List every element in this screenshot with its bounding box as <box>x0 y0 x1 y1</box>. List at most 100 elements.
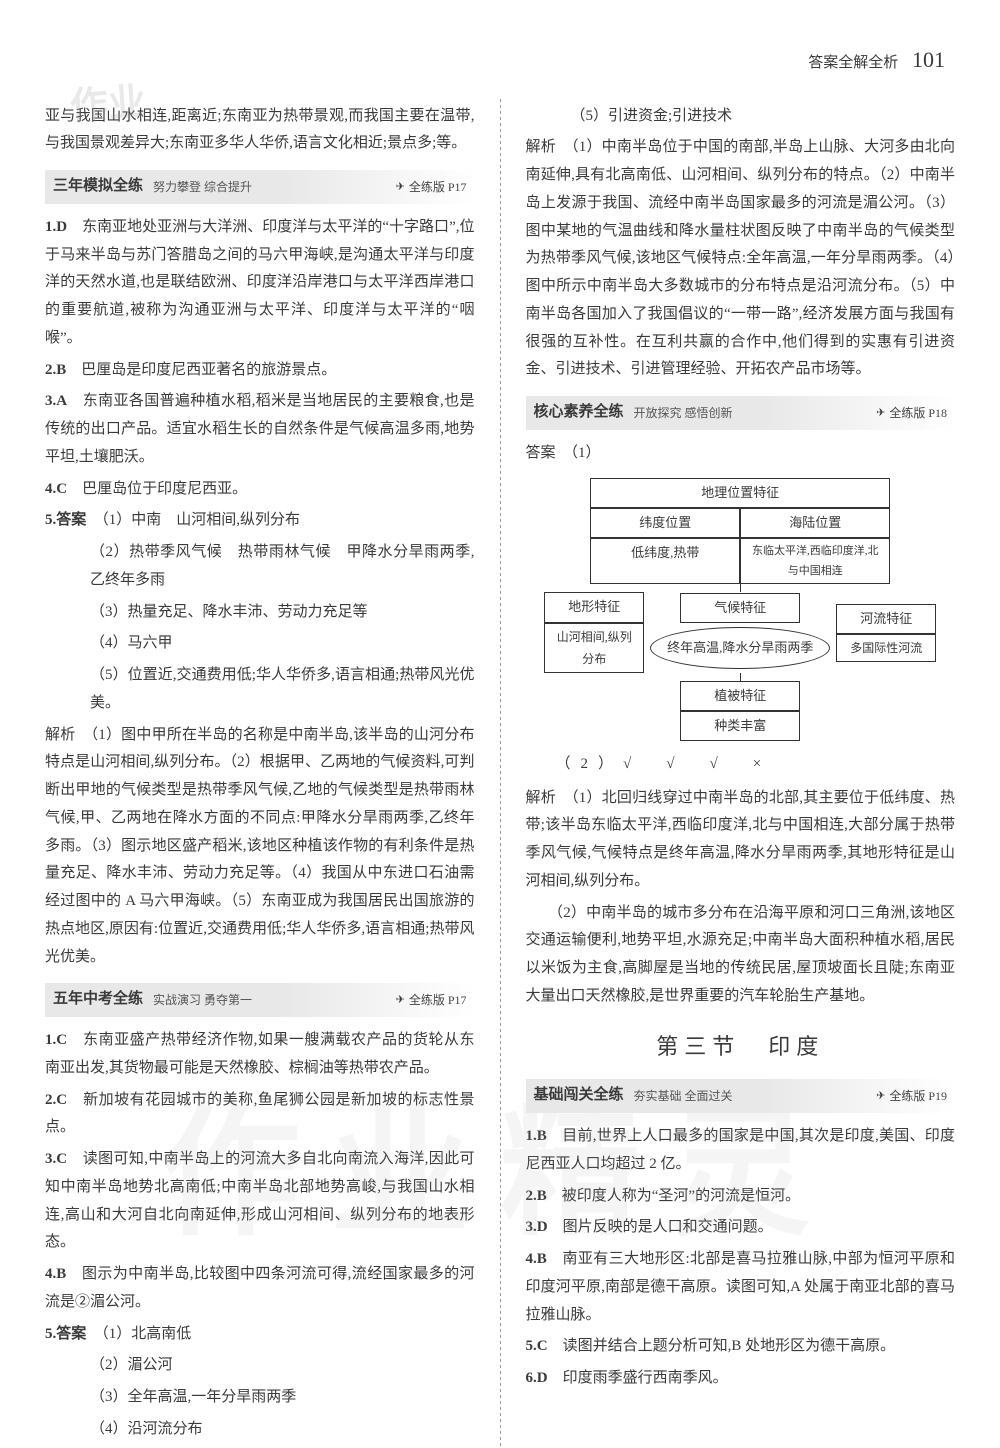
i3: 3.D 图片反映的是人口和交通问题。 <box>526 1214 956 1242</box>
page-number: 101 <box>912 47 945 72</box>
diag-r2b: 东临太平洋,西临印度洋,北与中国相连 <box>740 538 890 585</box>
sec1-title: 三年模拟全练 <box>53 173 143 201</box>
left-column: 亚与我国山水相连,距离近;东南亚为热带景观,而我国主要在温带,与我国景观差异大;… <box>45 99 475 1448</box>
c3-num: 3.C <box>45 1151 67 1167</box>
q3-text: 东南亚各国普遍种植水稻,稻米是当地居民的主要粮食,也是传统的出口产品。适宜水稻生… <box>45 393 475 465</box>
header-title: 答案全解全析 <box>808 55 898 71</box>
sec4-sub: 夯实基础 全面过关 <box>634 1085 877 1107</box>
i5-num: 5.C <box>526 1338 548 1354</box>
diag-r1a: 纬度位置 <box>590 508 740 538</box>
column-divider <box>500 99 501 1448</box>
sec3-title: 核心素养全练 <box>534 399 624 427</box>
q1-text: 东南亚地处亚洲与大洋洲、印度洋与太平洋的“十字路口”,位于马来半岛与苏门答腊岛之… <box>45 219 475 346</box>
vline <box>740 584 741 592</box>
diag-r2a: 低纬度,热带 <box>590 538 740 585</box>
diag-lb: 山河相间,纵列分布 <box>544 623 644 673</box>
jiexi-c5: 解析 （1）中南半岛位于中国的南部,半岛上山脉、大河多由北向南延伸,具有北高南低… <box>526 134 956 384</box>
i5-text: 读图并结合上题分析可知,B 处地形区为德干高原。 <box>548 1338 896 1354</box>
diag-right-group: 河流特征 多国际性河流 <box>836 604 936 662</box>
q3: 3.A 东南亚各国普遍种植水稻,稻米是当地居民的主要粮食,也是传统的出口产品。适… <box>45 388 475 471</box>
q2-num: 2.B <box>45 362 66 378</box>
jiexi-hx2: （2）中南半岛的城市多分布在沿海平原和河口三角洲,该地区交通运输便利,地势平坦,… <box>526 900 956 1011</box>
q4-num: 4.C <box>45 481 67 497</box>
page-header: 答案全解全析 101 <box>45 40 955 81</box>
sec2-ref: 全练版 P17 <box>409 989 467 1011</box>
q4: 4.C 巴厘岛位于印度尼西亚。 <box>45 476 475 504</box>
sec3-ref: 全练版 P18 <box>889 402 947 424</box>
section-bar-2: 五年中考全练 实战演习 勇夺第一 ✈ 全练版 P17 <box>45 983 475 1017</box>
c5-a4: （4）沿河流分布 <box>45 1416 475 1444</box>
c5-a5: （5）引进资金;引进技术 <box>526 103 956 131</box>
i5: 5.C 读图并结合上题分析可知,B 处地形区为德干高原。 <box>526 1333 956 1361</box>
diag-ra: 河流特征 <box>836 604 936 634</box>
sec2-title: 五年中考全练 <box>53 986 143 1014</box>
diag-bot2: 种类丰富 <box>680 711 800 741</box>
q5-a3: （3）热量充足、降水丰沛、劳动力充足等 <box>45 599 475 627</box>
diag-center: 气候特征 终年高温,降水分旱雨两季 <box>650 593 830 673</box>
section-bar-1: 三年模拟全练 努力攀登 综合提升 ✈ 全练版 P17 <box>45 170 475 204</box>
sec1-ref: 全练版 P17 <box>409 176 467 198</box>
i4-num: 4.B <box>526 1251 547 1267</box>
plane-icon: ✈ <box>396 990 405 1010</box>
c4: 4.B 图示为中南半岛,比较图中四条河流可得,流经国家最多的河流是②湄公河。 <box>45 1261 475 1317</box>
right-column: （5）引进资金;引进技术 解析 （1）中南半岛位于中国的南部,半岛上山脉、大河多… <box>526 99 956 1448</box>
c2-num: 2.C <box>45 1092 67 1108</box>
diag-la: 地形特征 <box>544 592 644 622</box>
i1-text: 目前,世界上人口最多的国家是中国,其次是印度,美国、印度尼西亚人口均超过 2 亿… <box>526 1128 956 1172</box>
q5-a4: （4）马六甲 <box>45 630 475 658</box>
sec2-sub: 实战演习 勇夺第一 <box>153 989 396 1011</box>
i6-text: 印度雨季盛行西南季风。 <box>548 1370 728 1386</box>
diag-mid1: 气候特征 <box>680 593 800 623</box>
diag-left-group: 地形特征 山河相间,纵列分布 <box>544 592 644 672</box>
q4-text: 巴厘岛位于印度尼西亚。 <box>67 481 247 497</box>
i1-num: 1.B <box>526 1128 547 1144</box>
content-columns: 亚与我国山水相连,距离近;东南亚为热带景观,而我国主要在温带,与我国景观差异大;… <box>45 99 955 1448</box>
q5: 5.答案 （1）中南 山河相间,纵列分布 <box>45 507 475 535</box>
concept-diagram: 地理位置特征 纬度位置 海陆位置 低纬度,热带 东临太平洋,西临印度洋,北与中国… <box>526 478 956 741</box>
i6: 6.D 印度雨季盛行西南季风。 <box>526 1365 956 1393</box>
q5-a5: （5）位置近,交通费用低;华人华侨多,语言相通;热带风光优美。 <box>45 662 475 718</box>
section-bar-3: 核心素养全练 开放探究 感悟创新 ✈ 全练版 P18 <box>526 396 956 430</box>
i3-num: 3.D <box>526 1219 548 1235</box>
c5: 5.答案 （1）北高南低 <box>45 1321 475 1349</box>
chapter-title: 第三节 印度 <box>526 1027 956 1068</box>
c5-a2: （2）湄公河 <box>45 1352 475 1380</box>
i6-num: 6.D <box>526 1370 548 1386</box>
diagram-row1: 纬度位置 海陆位置 <box>590 508 890 538</box>
plane-icon: ✈ <box>876 403 885 423</box>
sec1-sub: 努力攀登 综合提升 <box>153 176 396 198</box>
vline <box>740 673 741 681</box>
diag-rb: 多国际性河流 <box>836 634 936 662</box>
c3: 3.C 读图可知,中南半岛上的河流大多自北向南流入海洋,因此可知中南半岛地势北高… <box>45 1146 475 1257</box>
c1-text: 东南亚盛产热带经济作物,如果一艘满载农产品的货轮从东南亚出发,其货物最可能是天然… <box>45 1032 475 1076</box>
q1: 1.D 东南亚地处亚洲与大洋洲、印度洋与太平洋的“十字路口”,位于马来半岛与苏门… <box>45 214 475 353</box>
i1: 1.B 目前,世界上人口最多的国家是中国,其次是印度,美国、印度尼西亚人口均超过… <box>526 1123 956 1179</box>
i2: 2.B 被印度人称为“圣河”的河流是恒河。 <box>526 1183 956 1211</box>
q5-a2: （2）热带季风气候 热带雨林气候 甲降水分旱雨两季,乙终年多雨 <box>45 539 475 595</box>
section-bar-4: 基础闯关全练 夯实基础 全面过关 ✈ 全练版 P19 <box>526 1079 956 1113</box>
q5-num: 5.答案 <box>45 512 86 528</box>
check-answers: （2）√ √ √ × <box>526 751 956 779</box>
c1-num: 1.C <box>45 1032 67 1048</box>
c5-a1: （1）北高南低 <box>101 1326 191 1342</box>
diag-mid2: 终年高温,降水分旱雨两季 <box>650 627 830 669</box>
plane-icon: ✈ <box>396 177 405 197</box>
c5-a3: （3）全年高温,一年分旱雨两季 <box>45 1384 475 1412</box>
diagram-middle: 地形特征 山河相间,纵列分布 气候特征 终年高温,降水分旱雨两季 河流特征 多国… <box>526 592 956 672</box>
diag-bot1: 植被特征 <box>680 681 800 711</box>
c3-text: 读图可知,中南半岛上的河流大多自北向南流入海洋,因此可知中南半岛地势北高南低;中… <box>45 1151 475 1250</box>
q2-text: 巴厘岛是印度尼西亚著名的旅游景点。 <box>66 362 336 378</box>
i4: 4.B 南亚有三大地形区:北部是喜马拉雅山脉,中部为恒河平原和印度河平原,南部是… <box>526 1246 956 1329</box>
q2: 2.B 巴厘岛是印度尼西亚著名的旅游景点。 <box>45 357 475 385</box>
i3-text: 图片反映的是人口和交通问题。 <box>548 1219 773 1235</box>
hx-answer-label: 答案 （1） <box>526 440 956 468</box>
i2-num: 2.B <box>526 1188 547 1204</box>
i2-text: 被印度人称为“圣河”的河流是恒河。 <box>547 1188 800 1204</box>
c2: 2.C 新加坡有花园城市的美称,鱼尾狮公园是新加坡的标志性景点。 <box>45 1087 475 1143</box>
sec4-ref: 全练版 P19 <box>889 1085 947 1107</box>
sec4-title: 基础闯关全练 <box>534 1082 624 1110</box>
diagram-top: 地理位置特征 <box>590 478 890 508</box>
c1: 1.C 东南亚盛产热带经济作物,如果一艘满载农产品的货轮从东南亚出发,其货物最可… <box>45 1027 475 1083</box>
c5-num: 5.答案 <box>45 1326 86 1342</box>
q5-a1: （1）中南 山河相间,纵列分布 <box>101 512 300 528</box>
